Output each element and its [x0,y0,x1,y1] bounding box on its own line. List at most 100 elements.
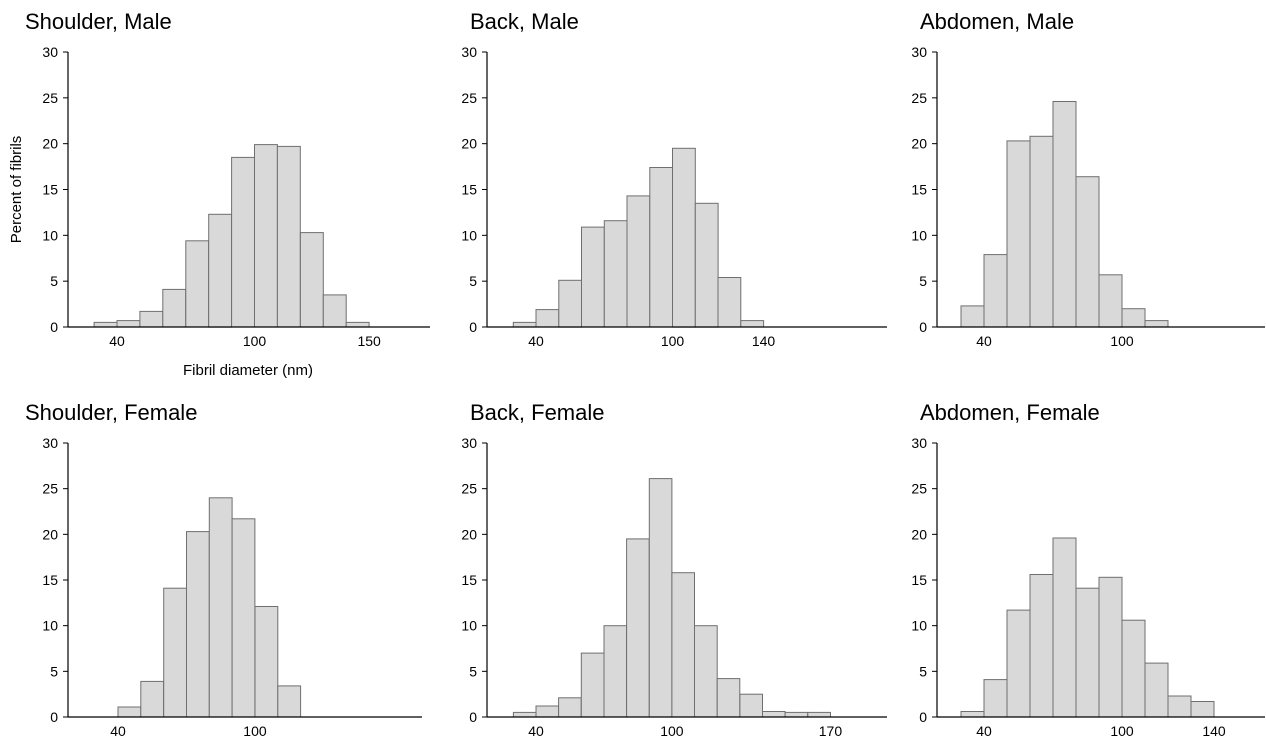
histogram-bar [254,144,278,328]
y-tick-label: 10 [42,227,58,243]
histogram-bar [277,685,302,718]
y-tick-label: 15 [461,182,477,198]
histogram-bar [558,697,582,718]
histogram-bar [1190,701,1215,718]
histogram-bar [784,711,809,718]
y-tick-label: 15 [42,572,58,588]
y-tick-label: 5 [919,273,927,289]
histogram-bar [1075,176,1100,328]
histogram-bar [1052,537,1077,718]
histogram-bar [762,711,786,718]
y-tick-label: 15 [911,182,927,198]
histogram-bar [960,711,985,718]
histogram-bar [694,202,719,328]
x-tick-label: 40 [528,723,544,739]
histogram-bar [672,147,696,328]
histogram-bar [960,305,985,328]
y-tick-label: 15 [42,182,58,198]
histogram-bar [208,497,233,718]
histogram-bar [512,321,537,328]
y-tick-label: 10 [461,227,477,243]
x-tick-label: 140 [752,333,776,349]
histogram-bar [254,606,279,718]
histogram-bar [208,213,233,328]
y-tick-label: 30 [911,44,927,60]
x-tick-label: 100 [661,333,685,349]
histogram-bar [626,538,650,718]
y-tick-label: 30 [911,435,927,451]
histogram-bar [1075,587,1100,718]
x-tick-label: 40 [110,723,126,739]
panel-6: Abdomen, Female 0 5 10 15 20 25 30 40 100 140 [911,400,1265,739]
panel-title: Back, Female [470,400,605,425]
histogram-bar [1029,574,1054,718]
histogram-bar [1029,135,1054,328]
y-tick-label: 5 [919,663,927,679]
x-tick-label: 100 [243,723,267,739]
x-axis-title: Fibril diameter (nm) [183,362,313,379]
y-tick-label: 10 [461,618,477,634]
y-tick-label: 30 [461,44,477,60]
histogram-bar [1098,576,1123,718]
panel-title: Back, Male [470,9,579,34]
y-tick-label: 20 [911,136,927,152]
histogram-bar [93,321,118,328]
histogram-bar [139,310,164,328]
histogram-bar [626,195,651,328]
histogram-bar [345,321,370,328]
histogram-bar [649,167,674,328]
y-tick-label: 10 [911,227,927,243]
histogram-bar [1052,101,1077,328]
y-tick-label: 20 [911,526,927,542]
panel-5: Back, Female 0 5 10 15 20 25 30 40 100 170 [461,400,887,739]
histogram-bar [535,309,560,328]
histogram-bar [1098,274,1123,328]
histogram-bar [603,220,628,328]
histogram-bar [276,145,301,328]
y-tick-label: 25 [42,90,58,106]
panel-title: Shoulder, Female [25,400,197,425]
histogram-bar [185,240,210,328]
x-tick-label: 150 [357,333,381,349]
y-tick-label: 20 [42,526,58,542]
x-tick-label: 40 [528,333,544,349]
y-tick-label: 20 [42,136,58,152]
y-tick-label: 5 [50,273,58,289]
x-tick-label: 140 [1202,723,1226,739]
y-tick-label: 0 [469,319,477,335]
histogram-bar [162,288,187,328]
panel-4: Shoulder, Female 0 5 10 15 20 25 30 40 100 [25,400,422,739]
y-tick-label: 20 [461,526,477,542]
y-tick-label: 30 [42,44,58,60]
histogram-bar [299,232,324,328]
y-tick-label: 0 [469,709,477,725]
histogram-bar [558,279,583,328]
histogram-bar [983,679,1008,718]
y-tick-label: 10 [42,618,58,634]
panel-title: Abdomen, Female [920,400,1100,425]
y-tick-label: 25 [911,481,927,497]
histogram-bar [671,572,696,718]
x-tick-label: 100 [1110,333,1134,349]
histogram-bar [1121,308,1146,328]
x-tick-label: 100 [1110,723,1134,739]
histogram-bar [231,518,256,718]
x-tick-label: 100 [243,333,267,349]
histogram-bar [739,693,764,718]
x-tick-label: 170 [819,723,843,739]
panel-title: Shoulder, Male [25,9,172,34]
histogram-bar [1006,140,1031,328]
y-tick-label: 0 [919,709,927,725]
histogram-bar [512,711,537,718]
histogram-bar [163,587,187,718]
x-tick-label: 100 [660,723,684,739]
histogram-bar [603,625,628,718]
histogram-bar [1121,619,1146,718]
y-tick-label: 15 [911,572,927,588]
y-tick-label: 5 [50,663,58,679]
x-tick-label: 40 [976,723,992,739]
histogram-bar [140,680,165,718]
y-tick-label: 25 [461,90,477,106]
histogram-bar [694,625,718,718]
y-tick-label: 15 [461,572,477,588]
